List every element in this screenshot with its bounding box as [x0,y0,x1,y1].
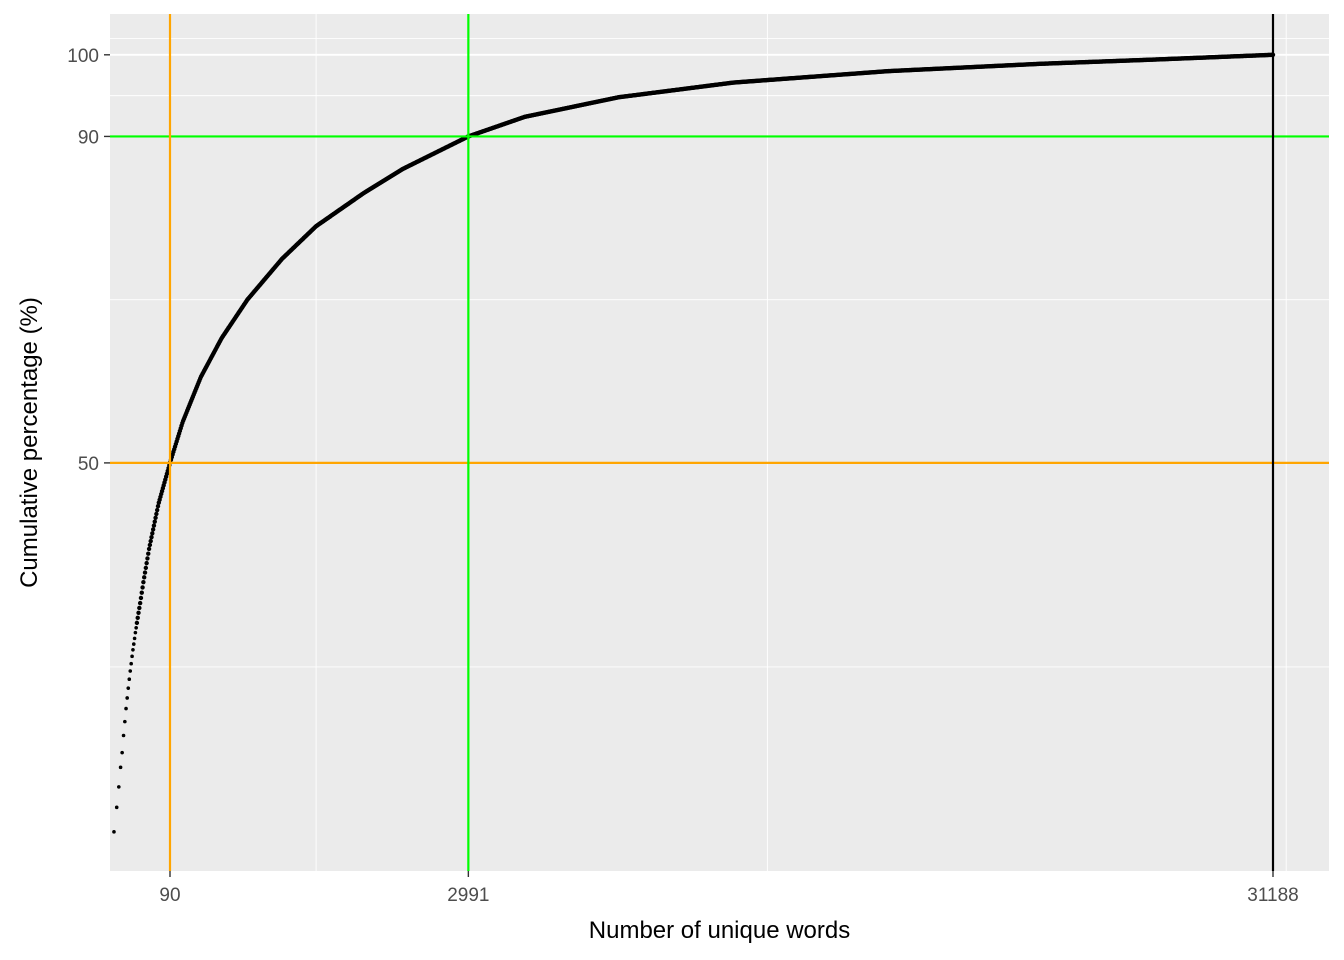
x-tick-label: 90 [159,885,180,906]
data-point [134,625,138,630]
data-points [112,52,1276,834]
data-point [139,590,144,595]
data-point [118,765,123,770]
data-point [143,565,149,571]
data-point [137,605,142,611]
data-point [120,750,124,755]
data-point [126,686,131,690]
data-point [150,531,155,536]
data-point [146,551,151,556]
data-point [136,610,141,616]
data-point [137,600,143,606]
data-point [148,538,153,544]
x-axis-title: Number of unique words [589,917,850,944]
data-point [149,535,154,540]
data-point [135,615,140,621]
data-point [150,527,156,532]
data-point [114,805,119,810]
data-point [155,503,161,509]
data-point [146,546,152,552]
data-point [130,654,134,659]
data-point [152,519,157,524]
x-tick-label: 31188 [1247,885,1298,906]
data-point [144,560,149,566]
data-point [112,830,116,834]
x-axis: 90 2991 31188 [159,871,1299,906]
data-point [145,556,150,561]
y-axis: 50 90 100 [67,46,110,475]
y-tick-label: 90 [78,127,99,148]
data-point [138,595,144,601]
data-point [132,636,137,641]
data-point [131,648,135,652]
data-point [131,642,136,646]
data-point [142,575,147,580]
data-point [141,579,146,585]
data-point [142,570,148,575]
data-point [127,677,132,681]
data-point [125,696,129,700]
data-point [151,523,157,528]
data-point [129,661,133,666]
data-point [124,706,128,711]
data-point [117,785,121,789]
data-point [134,620,140,626]
data-point [153,515,158,520]
data-point [128,669,133,673]
data-point [154,507,160,513]
y-axis-title: Cumulative percentage (%) [16,297,43,588]
data-point [133,630,138,635]
data-point [154,511,159,517]
y-tick-label: 100 [67,46,99,67]
reference-lines [110,14,1329,871]
data-point [140,585,145,590]
x-tick-label: 2991 [447,885,489,906]
data-point [123,719,127,724]
plot-panel [110,14,1329,871]
data-point [121,733,126,738]
data-point [147,542,153,548]
y-tick-label: 50 [78,454,99,475]
